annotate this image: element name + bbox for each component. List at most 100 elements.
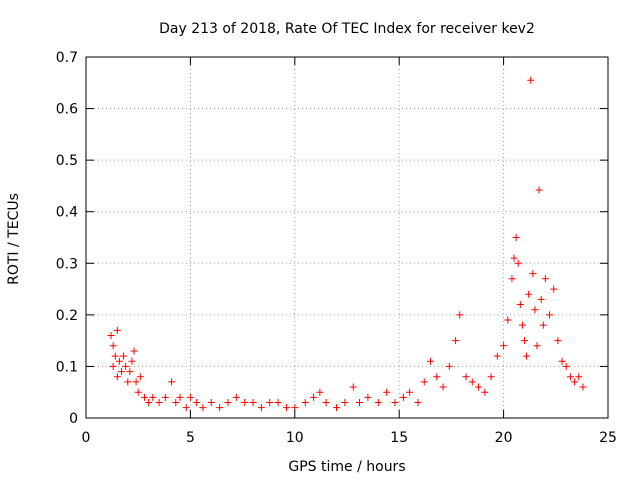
data-point: [504, 316, 512, 324]
data-point: [122, 362, 130, 370]
data-point: [427, 357, 435, 365]
data-point: [186, 393, 194, 401]
y-tick-label: 0.4: [56, 205, 78, 221]
data-point: [349, 383, 357, 391]
data-point: [452, 337, 460, 345]
data-point: [199, 404, 207, 412]
data-point: [562, 362, 570, 370]
data-point: [126, 368, 134, 376]
data-point: [155, 399, 163, 407]
data-point: [128, 357, 136, 365]
data-point: [533, 342, 541, 350]
data-point: [316, 388, 324, 396]
data-point: [535, 186, 543, 194]
x-axis-label: GPS time / hours: [288, 459, 405, 475]
x-tick-label: 15: [390, 430, 408, 446]
data-point: [481, 388, 489, 396]
data-point: [132, 378, 140, 386]
data-point: [182, 404, 190, 412]
data-point: [406, 388, 414, 396]
data-point: [539, 321, 547, 329]
grid-lines: [86, 57, 608, 418]
data-point: [462, 373, 470, 381]
data-point: [566, 373, 574, 381]
x-tick-label: 20: [495, 430, 513, 446]
data-point: [531, 306, 539, 314]
data-point: [537, 295, 545, 303]
x-tick-label: 10: [286, 430, 304, 446]
data-point: [550, 285, 558, 293]
data-point: [523, 352, 531, 360]
x-tick-label: 25: [599, 430, 617, 446]
data-point: [516, 301, 524, 309]
data-point: [554, 337, 562, 345]
y-tick-label: 0.3: [56, 256, 78, 272]
data-point: [445, 362, 453, 370]
x-tick-label: 0: [82, 430, 91, 446]
data-point: [399, 393, 407, 401]
y-tick-label: 0.6: [56, 102, 78, 118]
data-point: [356, 399, 364, 407]
data-point: [420, 378, 428, 386]
data-point: [117, 368, 125, 376]
data-point: [541, 275, 549, 283]
data-point: [232, 393, 240, 401]
data-point: [456, 311, 464, 319]
data-point: [529, 270, 537, 278]
data-point: [391, 399, 399, 407]
data-point: [249, 399, 257, 407]
data-point: [266, 399, 274, 407]
data-point: [115, 357, 123, 365]
data-point: [176, 393, 184, 401]
data-point: [113, 373, 121, 381]
x-tick-label: 5: [186, 430, 195, 446]
data-point: [109, 342, 117, 350]
y-tick-label: 0.2: [56, 308, 78, 324]
data-point: [172, 399, 180, 407]
data-point: [301, 399, 309, 407]
plot-frame: [85, 56, 609, 419]
data-point: [575, 373, 583, 381]
data-point: [130, 347, 138, 355]
data-point: [124, 378, 132, 386]
data-point: [546, 311, 554, 319]
y-tick-label: 0.7: [56, 50, 78, 66]
data-point: [111, 352, 119, 360]
data-point: [525, 290, 533, 298]
data-point: [468, 378, 476, 386]
data-point: [493, 352, 501, 360]
data-point: [510, 254, 518, 262]
data-point: [216, 404, 224, 412]
data-point: [140, 393, 148, 401]
y-axis-label: ROTI / TECUs: [6, 193, 22, 285]
data-point: [487, 373, 495, 381]
data-point: [475, 383, 483, 391]
data-points: [107, 76, 587, 412]
data-point: [257, 404, 265, 412]
data-point: [274, 399, 282, 407]
data-point: [310, 393, 318, 401]
data-point: [107, 331, 115, 339]
data-point: [193, 399, 201, 407]
y-tick-label: 0.1: [56, 359, 78, 375]
data-point: [145, 399, 153, 407]
y-tick-label: 0: [69, 411, 78, 427]
data-point: [113, 326, 121, 334]
data-point: [520, 337, 528, 345]
data-point: [207, 399, 215, 407]
data-point: [322, 399, 330, 407]
data-point: [433, 373, 441, 381]
chart-title: Day 213 of 2018, Rate Of TEC Index for r…: [159, 21, 535, 37]
data-point: [414, 399, 422, 407]
data-point: [341, 399, 349, 407]
data-point: [439, 383, 447, 391]
data-point: [161, 393, 169, 401]
data-point: [282, 404, 290, 412]
data-point: [374, 399, 382, 407]
data-point: [333, 404, 341, 412]
data-point: [571, 378, 579, 386]
data-point: [508, 275, 516, 283]
data-point: [364, 393, 372, 401]
data-point: [241, 399, 249, 407]
